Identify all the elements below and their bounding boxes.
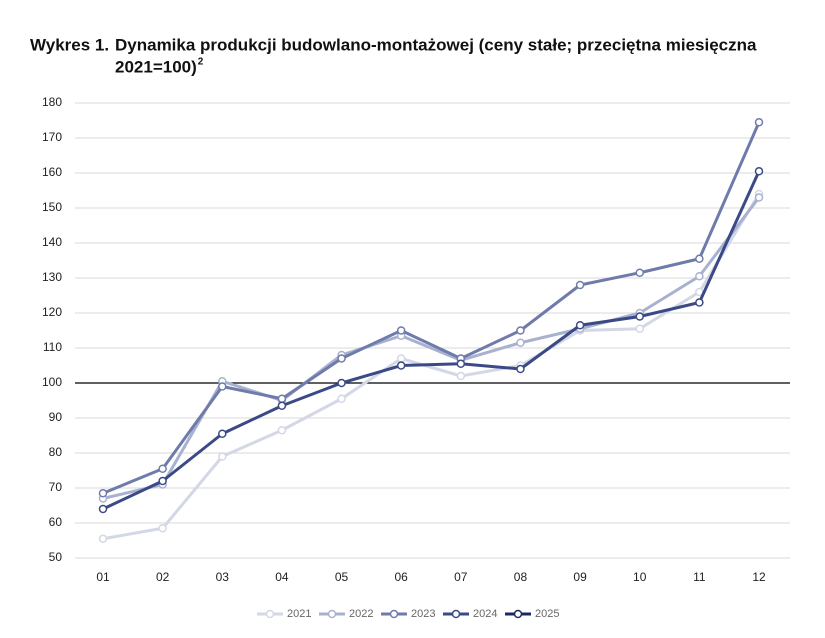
y-tick-label: 60 [49,515,63,529]
legend-label: 2022 [349,608,373,620]
y-tick-label: 70 [49,480,63,494]
series-line [102,193,761,541]
data-point [158,524,167,533]
x-tick-label: 11 [693,570,706,584]
legend-label: 2024 [473,608,497,620]
data-point [575,321,585,330]
y-tick-label: 80 [49,445,63,459]
data-point [516,326,525,335]
x-tick-label: 05 [335,570,349,584]
data-point [754,193,764,202]
data-point [337,378,346,388]
data-point [456,371,466,381]
data-point [98,489,108,498]
legend-marker [265,609,275,619]
chart-title-label: Wykres 1. [30,35,109,54]
legend-label: 2021 [287,608,311,620]
data-point [218,452,227,461]
x-tick-label: 07 [454,570,468,584]
y-tick-label: 130 [42,270,62,284]
data-point [516,338,525,347]
y-tick-label: 150 [42,200,62,214]
data-point [516,364,525,374]
x-tick-label: 01 [96,570,110,584]
legend-marker [513,609,523,619]
data-point [277,401,287,410]
data-point [635,324,644,333]
data-point [754,118,764,127]
data-point [396,326,406,335]
title-footnote: 2 [198,57,204,68]
y-tick-label: 110 [43,340,62,354]
legend-marker [389,609,399,619]
chart-title: Dynamika produkcji budowlano-montażowej … [115,35,757,54]
x-tick-label: 09 [573,570,587,584]
data-point [695,298,704,307]
data-point [98,504,108,514]
series-line [102,121,761,495]
legend-label: 2025 [535,608,559,620]
data-point [695,254,704,263]
data-point [277,394,287,403]
y-tick-label: 90 [49,410,63,424]
y-tick-label: 160 [42,165,62,179]
data-point [754,167,764,176]
data-point [396,354,406,363]
legend-marker [451,609,461,619]
data-point [277,426,287,435]
data-point [635,312,644,321]
data-point [337,354,346,363]
y-tick-label: 140 [42,235,62,249]
data-point [218,429,227,438]
x-tick-label: 02 [156,570,170,584]
data-point [575,280,585,290]
data-point [218,382,227,391]
legend: 2021 2022 2023 2024 2025 [257,608,559,620]
series-line [102,170,761,511]
y-tick-label: 100 [42,375,62,389]
y-tick-label: 170 [42,130,62,144]
x-tick-label: 04 [275,570,289,584]
chart-title-line2: 2021=100) [115,57,197,76]
y-tick-label: 50 [49,550,63,564]
data-point [158,476,167,486]
x-tick-label: 10 [633,570,647,584]
y-tick-label: 120 [42,305,62,319]
x-tick-label: 12 [752,570,766,584]
legend-label: 2023 [411,608,435,620]
data-point [98,534,108,543]
x-tick-label: 08 [514,570,528,584]
data-point [396,361,406,370]
data-point [635,268,644,277]
data-point [337,394,346,403]
x-tick-label: 06 [395,570,409,584]
data-point [158,464,167,473]
data-point [456,359,466,368]
data-point [695,272,704,281]
y-tick-label: 180 [42,95,62,109]
legend-marker [327,609,337,619]
x-tick-label: 03 [216,570,230,584]
